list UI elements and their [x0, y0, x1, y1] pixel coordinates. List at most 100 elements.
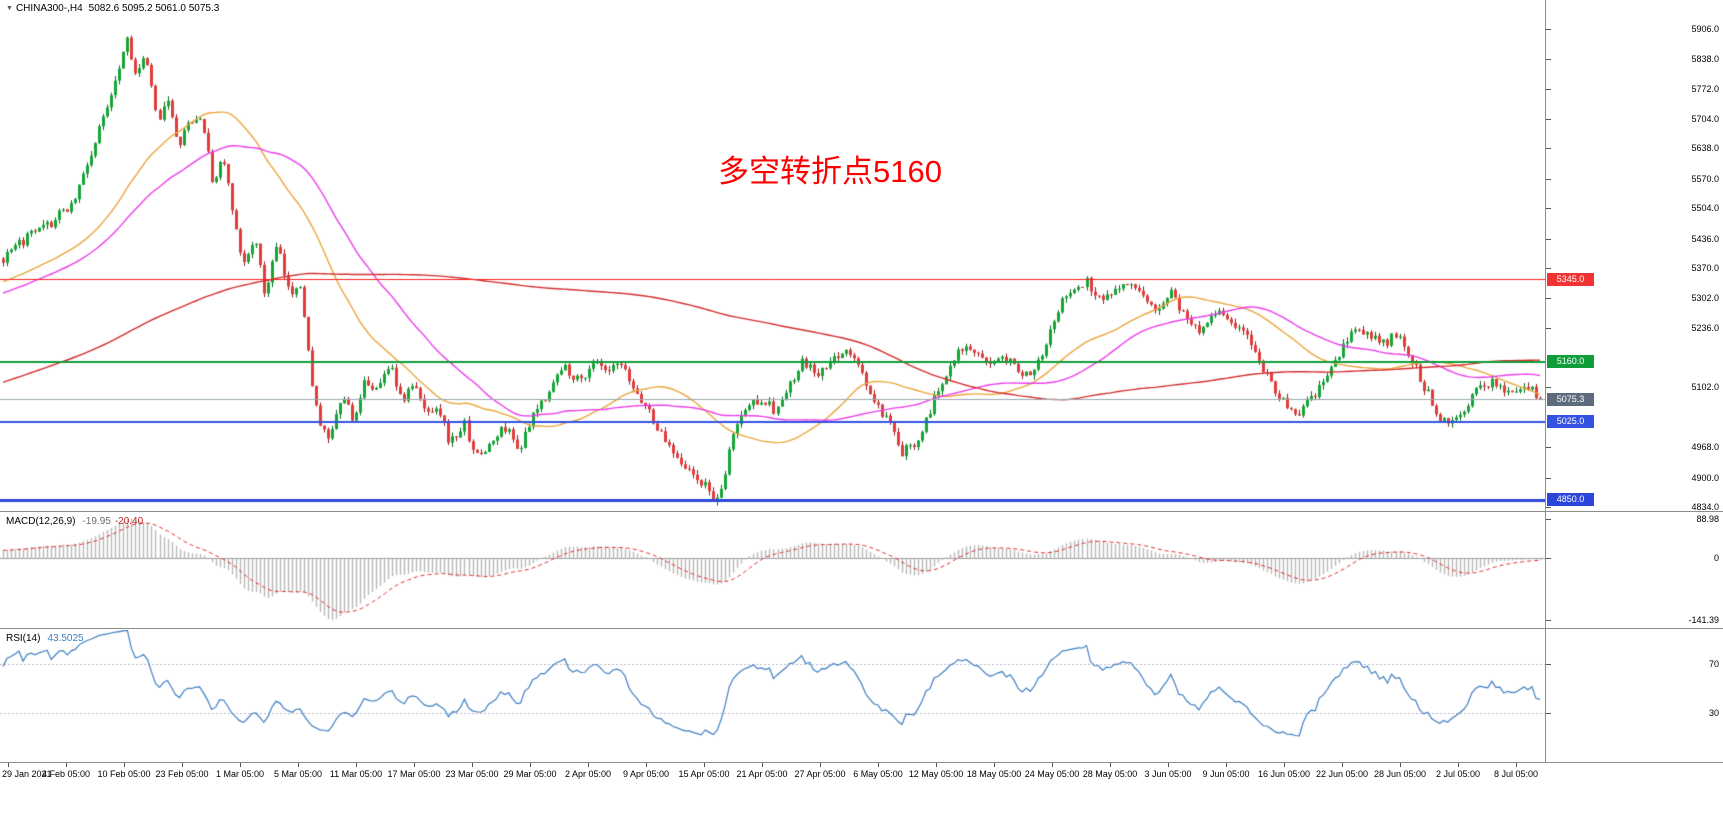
time-axis-label: 8 Jul 05:00 [1493, 769, 1539, 779]
time-axis-tick [1052, 763, 1053, 767]
symbol-caret-icon[interactable]: ▼ [6, 5, 13, 12]
time-axis-tick [762, 763, 763, 767]
price-axis-label: 5302.0 [1691, 293, 1719, 304]
price-axis-label: 4900.0 [1691, 472, 1719, 483]
price-axis-tick [1546, 148, 1551, 149]
time-axis-label: 28 May 05:00 [1082, 769, 1138, 779]
price-axis-label: 5436.0 [1691, 233, 1719, 244]
price-axis-tick [1546, 208, 1551, 209]
time-axis-label: 24 May 05:00 [1024, 769, 1080, 779]
time-axis-tick [414, 763, 415, 767]
price-axis-label: 5102.0 [1691, 382, 1719, 393]
macd-axis-tick [1546, 519, 1551, 520]
macd-axis-label: 88.98 [1696, 513, 1719, 524]
time-scale[interactable]: 29 Jan 2021 4 Feb 05:00 10 Feb 05:00 23 Feb… [0, 763, 1723, 837]
time-axis-label: 28 Jun 05:00 [1373, 769, 1427, 779]
time-axis-tick [1458, 763, 1459, 767]
macd-label: MACD(12,26,9) -19.95 -20.40 [6, 516, 143, 527]
candlestick-chart-canvas[interactable] [0, 0, 1545, 511]
price-axis-tick [1546, 29, 1551, 30]
time-axis-label: 29 Mar 05:00 [503, 769, 557, 779]
price-axis-tick [1546, 447, 1551, 448]
macd-main-value: -19.95 [82, 516, 111, 527]
rsi-name: RSI(14) [6, 633, 41, 644]
time-axis-label: 23 Feb 05:00 [155, 769, 209, 779]
time-axis-label: 17 Mar 05:00 [387, 769, 441, 779]
price-axis-label: 5236.0 [1691, 322, 1719, 333]
time-axis-label: 5 Mar 05:00 [273, 769, 323, 779]
price-axis-tick [1546, 298, 1551, 299]
price-scale[interactable]: 5906.0 5838.0 5772.0 5704.0 5638.0 5570.0 5504… [1546, 0, 1723, 763]
time-axis-label: 4 Feb 05:00 [41, 769, 91, 779]
price-axis-label: 5772.0 [1691, 83, 1719, 94]
time-axis-tick [530, 763, 531, 767]
time-axis-tick [878, 763, 879, 767]
macd-name: MACD(12,26,9) [6, 516, 76, 527]
time-axis-label: 3 Jun 05:00 [1144, 769, 1192, 779]
price-axis-tick [1546, 387, 1551, 388]
price-axis-tick [1546, 59, 1551, 60]
time-axis-tick [1226, 763, 1227, 767]
price-axis-label: 5838.0 [1691, 54, 1719, 65]
time-axis-tick [1516, 763, 1517, 767]
price-axis-label: 5638.0 [1691, 143, 1719, 154]
time-axis-tick [124, 763, 125, 767]
price-axis-tick [1546, 268, 1551, 269]
macd-panel: MACD(12,26,9) -19.95 -20.40 [0, 513, 1545, 628]
time-axis-label: 27 Apr 05:00 [794, 769, 846, 779]
main-chart-panel: ▼ CHINA300-,H4 5082.6 5095.2 5061.0 5075.3… [0, 0, 1545, 511]
rsi-axis-tick [1546, 664, 1551, 665]
price-axis-border [1545, 0, 1546, 763]
rsi-canvas[interactable] [0, 630, 1545, 762]
rsi-axis-tick [1546, 713, 1551, 714]
time-axis-border [0, 762, 1723, 763]
time-axis-label: 23 Mar 05:00 [445, 769, 499, 779]
price-axis-tick [1546, 328, 1551, 329]
chart-header: ▼ CHINA300-,H4 5082.6 5095.2 5061.0 5075.3 [6, 3, 219, 14]
time-axis-label: 29 Jan 2021 [2, 769, 52, 779]
time-axis-label: 9 Jun 05:00 [1202, 769, 1250, 779]
macd-axis-tick [1546, 620, 1551, 621]
time-axis-label: 21 Apr 05:00 [736, 769, 788, 779]
symbol-timeframe-label: CHINA300-,H4 [15, 3, 83, 14]
price-axis-label: 5570.0 [1691, 173, 1719, 184]
rsi-axis-label: 70 [1708, 658, 1719, 669]
time-axis-tick [1400, 763, 1401, 767]
price-axis-label: 5370.0 [1691, 262, 1719, 273]
ohlc-values: 5082.6 5095.2 5061.0 5075.3 [88, 3, 220, 14]
time-axis-tick [66, 763, 67, 767]
time-axis-tick [994, 763, 995, 767]
annotation-text: 多空转折点5160 [718, 154, 942, 189]
price-axis-tick [1546, 179, 1551, 180]
time-axis-tick [588, 763, 589, 767]
time-axis-tick [298, 763, 299, 767]
rsi-axis-label: 30 [1708, 708, 1719, 719]
time-axis-tick [704, 763, 705, 767]
macd-axis-label: 0 [1713, 552, 1719, 563]
time-axis-tick [820, 763, 821, 767]
time-axis-tick [646, 763, 647, 767]
macd-canvas[interactable] [0, 513, 1545, 628]
macd-axis-label: -141.39 [1688, 614, 1719, 625]
time-axis-label: 15 Apr 05:00 [678, 769, 730, 779]
panel-separator [0, 511, 1723, 512]
time-axis-tick [8, 763, 9, 767]
time-axis-tick [1168, 763, 1169, 767]
time-axis-label: 12 May 05:00 [908, 769, 964, 779]
price-axis-label: 5906.0 [1691, 23, 1719, 34]
time-axis-label: 22 Jun 05:00 [1315, 769, 1369, 779]
time-axis-label: 1 Mar 05:00 [215, 769, 265, 779]
time-axis-label: 10 Feb 05:00 [97, 769, 151, 779]
time-axis-label: 9 Apr 05:00 [622, 769, 670, 779]
price-axis-label: 5704.0 [1691, 114, 1719, 125]
time-axis-label: 16 Jun 05:00 [1257, 769, 1311, 779]
price-axis-tick [1546, 119, 1551, 120]
rsi-label: RSI(14) 43.5025 [6, 633, 84, 644]
support-price-badge: 5025.0 [1547, 415, 1594, 429]
time-axis-tick [472, 763, 473, 767]
time-axis-tick [1284, 763, 1285, 767]
price-axis-tick [1546, 507, 1551, 508]
time-axis-label: 2 Jul 05:00 [1435, 769, 1481, 779]
time-axis-tick [1342, 763, 1343, 767]
